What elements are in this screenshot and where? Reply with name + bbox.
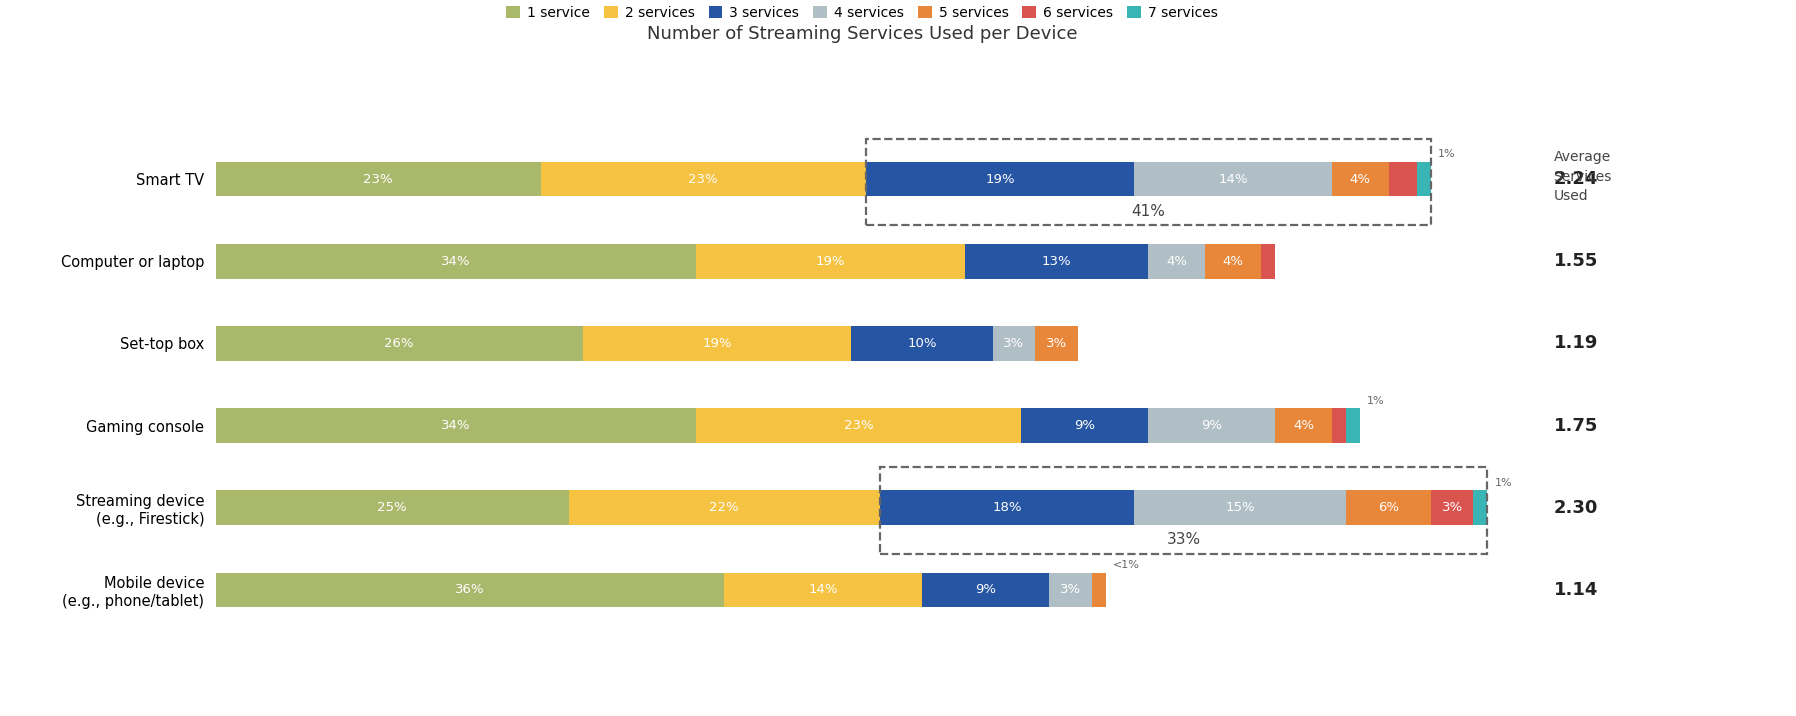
Text: 22%: 22% [709, 501, 740, 514]
Text: 1.14: 1.14 [1554, 581, 1598, 599]
Text: 23%: 23% [688, 173, 718, 185]
Text: Number of Streaming Services Used per Device: Number of Streaming Services Used per De… [647, 25, 1078, 43]
Bar [697, 408, 1022, 442]
Bar [1148, 408, 1275, 442]
Bar [697, 244, 964, 279]
Text: 25%: 25% [377, 501, 408, 514]
Text: 34%: 34% [442, 255, 471, 268]
Text: 15%: 15% [1225, 501, 1255, 514]
Text: 23%: 23% [844, 419, 873, 432]
Bar [964, 244, 1148, 279]
Bar [1417, 162, 1431, 196]
Text: 1%: 1% [1439, 150, 1455, 160]
Bar [541, 162, 866, 196]
Text: 9%: 9% [975, 584, 997, 596]
Text: 3%: 3% [1442, 501, 1462, 514]
Bar [866, 139, 1431, 226]
Text: 19%: 19% [702, 337, 733, 350]
Legend: 1 service, 2 services, 3 services, 4 services, 5 services, 6 services, 7 service: 1 service, 2 services, 3 services, 4 ser… [506, 6, 1218, 20]
Bar [880, 468, 1487, 553]
Text: 3%: 3% [1045, 337, 1067, 350]
Bar [993, 326, 1034, 361]
Text: 9%: 9% [1074, 419, 1096, 432]
Text: 3%: 3% [1060, 584, 1081, 596]
Bar [584, 326, 851, 361]
Bar [1049, 573, 1092, 607]
Bar [216, 408, 697, 442]
Bar [866, 162, 1133, 196]
Bar [1133, 490, 1347, 525]
Text: 4%: 4% [1351, 173, 1370, 185]
Bar [851, 326, 993, 361]
Text: 1.55: 1.55 [1554, 252, 1598, 271]
Bar [1347, 490, 1431, 525]
Bar [921, 573, 1049, 607]
Bar [1431, 490, 1473, 525]
Text: 2.30: 2.30 [1554, 499, 1598, 517]
Text: Average
Services
Used: Average Services Used [1554, 150, 1613, 203]
Text: 1.75: 1.75 [1554, 417, 1598, 435]
Bar [724, 573, 921, 607]
Text: 36%: 36% [454, 584, 485, 596]
Bar [1205, 244, 1261, 279]
Bar [216, 162, 541, 196]
Text: 41%: 41% [1131, 204, 1166, 219]
Text: 19%: 19% [815, 255, 846, 268]
Text: 26%: 26% [384, 337, 415, 350]
Text: 4%: 4% [1223, 255, 1243, 268]
Text: <1%: <1% [1114, 560, 1140, 570]
Bar [1261, 244, 1275, 279]
Text: 3%: 3% [1004, 337, 1024, 350]
Text: 14%: 14% [808, 584, 839, 596]
Bar [1022, 408, 1148, 442]
Bar [1333, 408, 1347, 442]
Text: 18%: 18% [991, 501, 1022, 514]
Bar [216, 326, 584, 361]
Text: 1.19: 1.19 [1554, 334, 1598, 352]
Text: 10%: 10% [907, 337, 938, 350]
Bar [1092, 573, 1106, 607]
Bar [216, 244, 697, 279]
Bar [1333, 162, 1388, 196]
Text: 6%: 6% [1378, 501, 1399, 514]
Bar [1034, 326, 1078, 361]
Text: 33%: 33% [1167, 532, 1202, 547]
Text: 34%: 34% [442, 419, 471, 432]
Text: 4%: 4% [1293, 419, 1315, 432]
Text: 23%: 23% [363, 173, 393, 185]
Bar [1275, 408, 1333, 442]
Text: 1%: 1% [1494, 478, 1512, 488]
Bar [216, 490, 569, 525]
Text: 4%: 4% [1166, 255, 1187, 268]
Text: 14%: 14% [1218, 173, 1248, 185]
Bar [1133, 162, 1333, 196]
Text: 19%: 19% [986, 173, 1015, 185]
Bar [1388, 162, 1417, 196]
Bar [880, 490, 1133, 525]
Bar [1347, 408, 1360, 442]
Bar [569, 490, 880, 525]
Text: 1%: 1% [1367, 396, 1385, 406]
Text: 9%: 9% [1202, 419, 1223, 432]
Text: 13%: 13% [1042, 255, 1070, 268]
Text: 2.24: 2.24 [1554, 170, 1598, 188]
Bar [216, 573, 724, 607]
Bar [1148, 244, 1205, 279]
Bar [1473, 490, 1487, 525]
